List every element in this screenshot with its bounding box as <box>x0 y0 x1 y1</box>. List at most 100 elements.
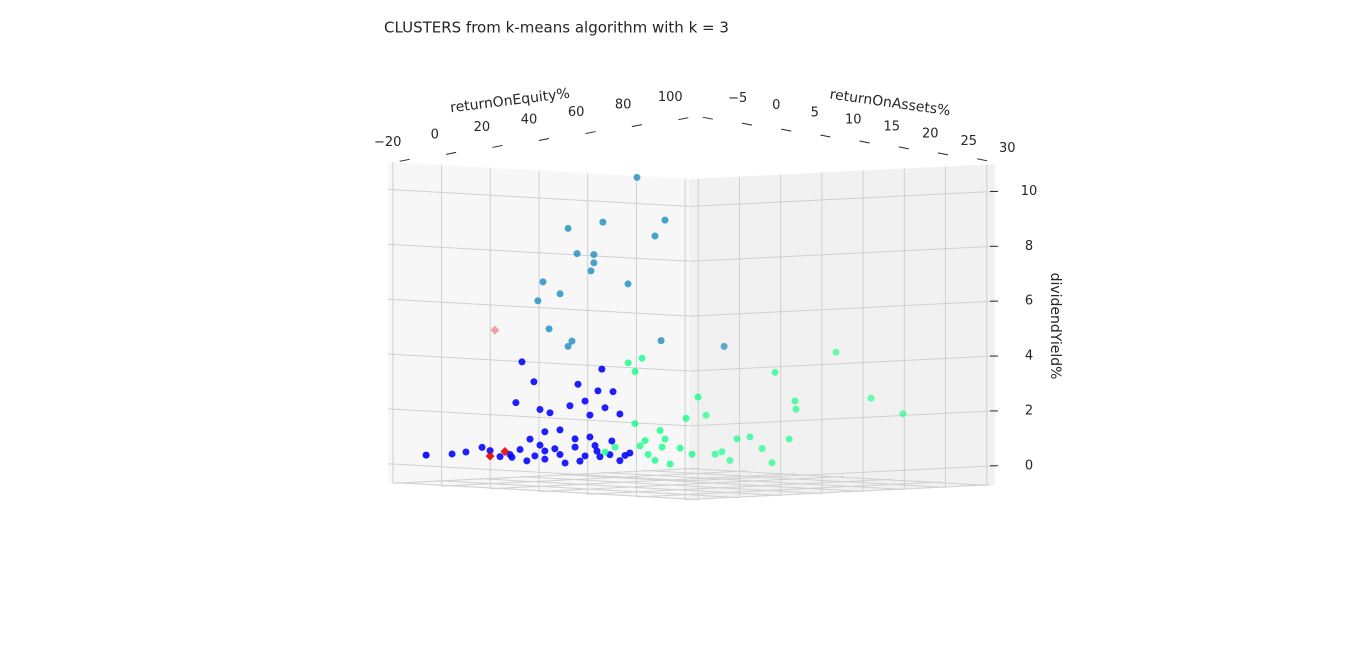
data-point <box>771 368 779 376</box>
grid-line <box>689 465 996 482</box>
data-point <box>758 445 766 453</box>
data-point <box>644 451 652 459</box>
data-point <box>556 426 564 434</box>
x-tick-label: 100 <box>658 90 683 105</box>
grid-line <box>387 463 691 482</box>
data-point <box>586 433 594 441</box>
x-axis-label: returnOnEquity% <box>449 86 570 117</box>
data-point <box>526 435 534 443</box>
data-point <box>676 444 684 452</box>
data-point <box>661 216 669 224</box>
data-point <box>536 406 544 414</box>
data-point <box>571 435 579 443</box>
data-point <box>616 457 624 465</box>
tick-mark <box>585 131 596 135</box>
grid-line <box>689 245 996 262</box>
data-point <box>539 278 547 286</box>
data-point <box>591 442 599 450</box>
z-tick-label: 4 <box>1025 349 1033 364</box>
data-point <box>601 448 609 456</box>
z-tick-label: 6 <box>1025 294 1033 309</box>
tick-mark <box>445 151 457 155</box>
data-point <box>718 448 726 456</box>
data-point <box>518 358 526 366</box>
data-point <box>720 342 728 350</box>
tick-mark <box>859 140 870 144</box>
x-tick-label: 40 <box>521 113 538 128</box>
y-tick-label: 20 <box>922 127 939 142</box>
data-point <box>792 405 800 413</box>
data-point <box>599 218 607 226</box>
data-point <box>867 394 875 402</box>
data-point <box>536 441 544 449</box>
z-tick-label: 0 <box>1025 458 1033 473</box>
data-point <box>598 365 606 373</box>
tick-mark <box>538 138 550 141</box>
tick-mark <box>820 134 831 138</box>
data-point <box>561 459 569 467</box>
x-tick-label: −20 <box>374 135 401 150</box>
data-point <box>541 428 549 436</box>
y-tick-label: 25 <box>961 134 978 149</box>
data-point <box>586 411 594 419</box>
data-point <box>568 337 576 345</box>
data-point <box>785 435 793 443</box>
z-tick-label: 8 <box>1025 239 1033 254</box>
data-point <box>658 443 666 451</box>
data-point <box>531 452 539 460</box>
tick-mark <box>977 158 988 162</box>
grid-line <box>387 298 691 317</box>
y-tick-label: 10 <box>845 112 862 127</box>
data-point <box>702 411 710 419</box>
data-point <box>422 451 430 459</box>
data-point <box>666 460 674 468</box>
data-point <box>534 297 542 305</box>
data-point <box>624 359 632 367</box>
grid-line <box>387 408 691 427</box>
data-point <box>609 388 617 396</box>
data-point <box>651 456 659 464</box>
ticks: −20 0 20 40 60 80 100 −5 0 5 10 15 20 25 30 0 2 4 6 8 10 <box>374 90 1037 473</box>
data-point <box>541 447 549 455</box>
z-axis-label: dividendYield% <box>1047 273 1063 380</box>
data-point <box>611 443 619 451</box>
centroid-point <box>490 325 500 335</box>
data-point <box>512 399 520 407</box>
data-point <box>638 354 646 362</box>
grid-line <box>387 243 691 262</box>
data-point <box>791 397 799 405</box>
grid-line <box>689 190 996 207</box>
data-point <box>556 451 564 459</box>
grid-line <box>689 355 996 372</box>
data-point <box>556 290 564 298</box>
data-point <box>601 404 609 412</box>
data-point <box>832 348 840 356</box>
data-point <box>462 448 470 456</box>
y-tick-label: 0 <box>772 98 780 113</box>
grid-line <box>602 471 905 490</box>
data-point <box>573 250 581 258</box>
y-tick-label: −5 <box>728 91 747 106</box>
data-point <box>651 232 659 240</box>
data-point <box>594 387 602 395</box>
data-point <box>621 451 629 459</box>
data-point <box>576 457 584 465</box>
data-point <box>530 378 538 386</box>
grid-line <box>643 469 946 488</box>
data-point <box>608 437 616 445</box>
data-point <box>631 420 639 428</box>
grid <box>387 162 996 501</box>
data-point <box>624 280 632 288</box>
grid-line <box>561 473 864 492</box>
grid-line <box>689 410 996 427</box>
data-point <box>581 452 589 460</box>
z-tick-label: 10 <box>1021 184 1038 199</box>
data-point <box>564 342 572 350</box>
data-point <box>574 380 582 388</box>
tick-mark <box>399 158 410 162</box>
grid-line <box>437 480 740 499</box>
data-point <box>657 337 665 345</box>
y-tick-label: 15 <box>883 120 900 135</box>
data-point <box>478 443 486 451</box>
